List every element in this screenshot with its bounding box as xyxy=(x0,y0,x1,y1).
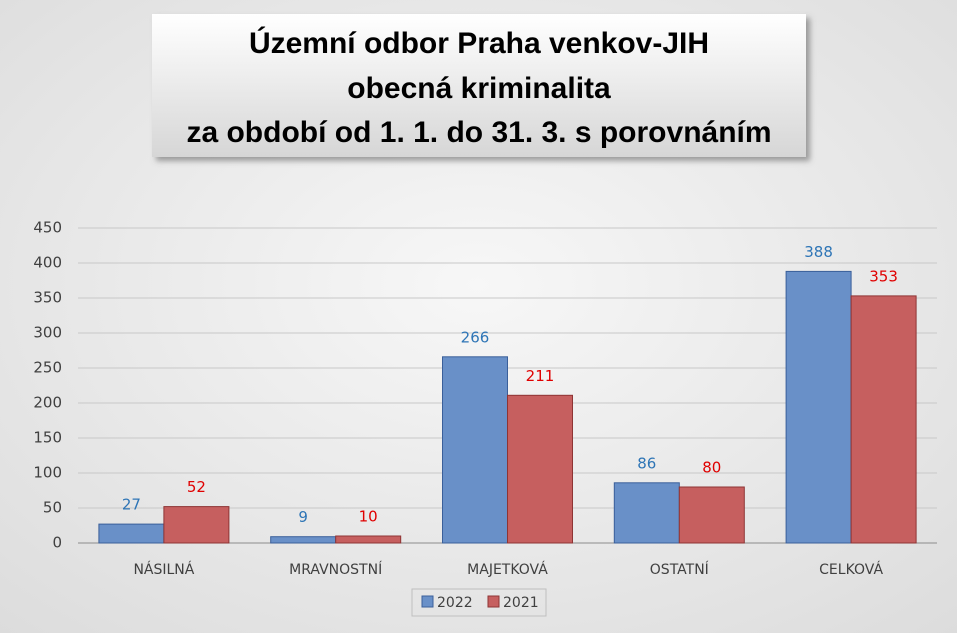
chart-title: za období od 1. 1. do 31. 3. s porovnání… xyxy=(186,116,771,149)
data-label: 80 xyxy=(702,459,721,477)
bar xyxy=(850,295,917,544)
data-label: 353 xyxy=(869,267,898,285)
bar xyxy=(613,482,680,544)
y-tick-label: 200 xyxy=(33,394,62,412)
bar xyxy=(335,535,402,544)
legend-label: 2021 xyxy=(503,595,539,611)
bar xyxy=(98,523,165,544)
title-box xyxy=(152,14,806,157)
legend-swatch xyxy=(421,595,434,608)
data-label: 10 xyxy=(359,508,378,526)
y-tick-label: 100 xyxy=(33,464,62,482)
data-label: 211 xyxy=(526,367,555,385)
data-label: 27 xyxy=(122,496,141,514)
x-tick-label: MRAVNOSTNÍ xyxy=(289,561,382,578)
data-label: 266 xyxy=(461,328,490,346)
bar xyxy=(507,394,573,544)
bar xyxy=(442,356,508,544)
data-label: 52 xyxy=(187,478,206,496)
x-tick-label: MAJETKOVÁ xyxy=(467,561,548,578)
y-tick-label: 250 xyxy=(33,359,62,377)
x-tick-label: CELKOVÁ xyxy=(819,561,883,578)
chart-title: obecná kriminalita xyxy=(347,72,611,105)
bar xyxy=(678,486,745,544)
y-tick-label: 0 xyxy=(52,534,62,552)
data-label: 86 xyxy=(637,454,656,472)
chart-title: Územní odbor Praha venkov-JIH xyxy=(249,26,709,60)
data-label: 9 xyxy=(298,508,308,526)
y-tick-label: 50 xyxy=(43,499,62,517)
bar xyxy=(163,506,230,544)
legend-box xyxy=(411,588,547,617)
legend-label: 2022 xyxy=(437,595,473,611)
y-tick-label: 450 xyxy=(33,219,62,237)
bar xyxy=(785,270,852,544)
bar xyxy=(270,536,337,544)
data-label: 388 xyxy=(804,243,833,261)
x-tick-label: NÁSILNÁ xyxy=(133,561,194,578)
y-tick-label: 350 xyxy=(33,289,62,307)
legend-swatch xyxy=(487,595,500,608)
y-tick-label: 150 xyxy=(33,429,62,447)
y-tick-label: 400 xyxy=(33,254,62,272)
x-tick-label: OSTATNÍ xyxy=(650,561,709,578)
y-tick-label: 300 xyxy=(33,324,62,342)
